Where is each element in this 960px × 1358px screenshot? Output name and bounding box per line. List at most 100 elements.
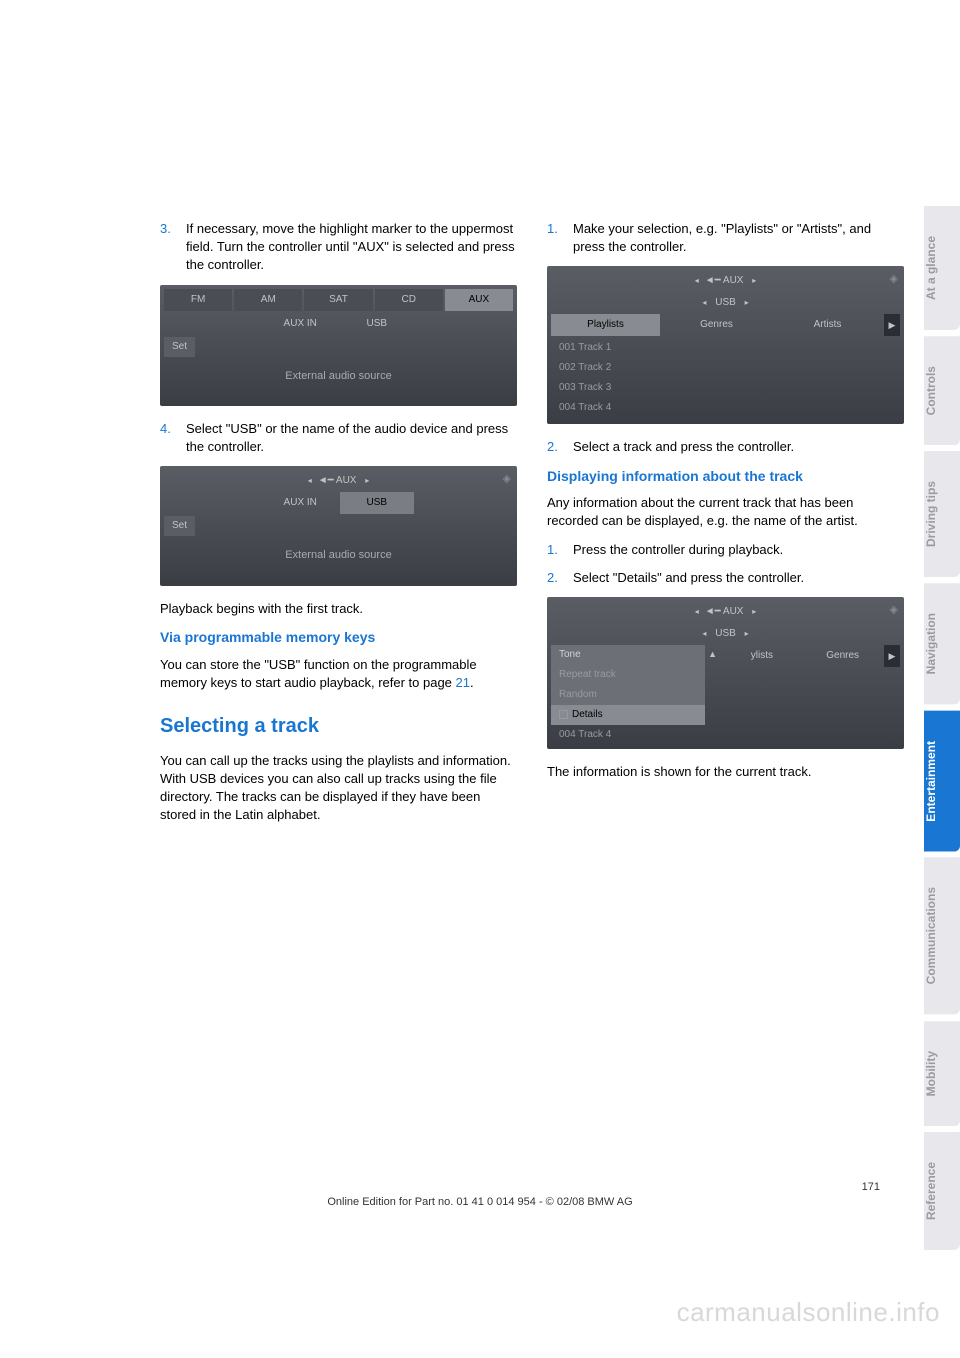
memkeys-text-a: You can store the "USB" function on the … — [160, 657, 477, 690]
tab-entertainment[interactable]: Entertainment — [924, 705, 960, 852]
nav-label: AUX — [723, 275, 744, 286]
info-text: Any information about the current track … — [547, 494, 904, 530]
cat-artists: Artists — [773, 314, 882, 336]
menu-details: Details — [551, 705, 705, 725]
subtab-row: AUX IN USB — [164, 313, 513, 335]
scroll-ylists: ylists — [723, 645, 802, 667]
nav-label: AUX — [723, 606, 744, 617]
heading-selecting: Selecting a track — [160, 712, 517, 740]
arrow-right-icon: ▶ — [884, 645, 900, 667]
details-body: Tone Repeat track Random Details ▲ ylist… — [551, 645, 900, 725]
subtab-row: AUX IN USB — [164, 492, 513, 514]
step-number: 2. — [547, 569, 561, 587]
tab-mobility[interactable]: Mobility — [924, 1015, 960, 1126]
step-text: Select "USB" or the name of the audio de… — [186, 420, 517, 456]
info-step-1: 1. Press the controller during playback. — [547, 541, 904, 559]
step-text: If necessary, move the highlight marker … — [186, 220, 517, 275]
right-panel: ▲ ylists Genres ▶ — [705, 645, 900, 725]
tab-navigation[interactable]: Navigation — [924, 577, 960, 704]
track-item: 001 Track 1 — [551, 338, 900, 358]
memkeys-text-b: . — [470, 675, 474, 690]
diamond-icon: ◈ — [890, 603, 898, 618]
ss-body-text: External audio source — [164, 536, 513, 581]
tab-fm: FM — [164, 289, 232, 311]
tab-sat: SAT — [304, 289, 372, 311]
content-area: 3. If necessary, move the highlight mark… — [0, 0, 924, 1358]
step-text: Make your selection, e.g. "Playlists" or… — [573, 220, 904, 256]
step-3: 3. If necessary, move the highlight mark… — [160, 220, 517, 275]
arrow-right-icon: ▶ — [884, 314, 900, 336]
set-label: Set — [164, 516, 195, 536]
spacer — [164, 313, 261, 335]
step-number: 1. — [547, 541, 561, 559]
nav-sub-label: USB — [715, 628, 736, 639]
page-number: 171 — [0, 1181, 960, 1193]
subtab-auxin: AUX IN — [263, 492, 338, 514]
track-item: 003 Track 3 — [551, 378, 900, 398]
step-1: 1. Make your selection, e.g. "Playlists"… — [547, 220, 904, 256]
cat-genres: Genres — [662, 314, 771, 336]
ss-body-text: External audio source — [164, 357, 513, 402]
step-number: 3. — [160, 220, 174, 275]
tab-communications[interactable]: Communications — [924, 851, 960, 1014]
subtab-usb: USB — [340, 492, 415, 514]
checkbox-icon — [559, 710, 568, 719]
track-item: 004 Track 4 — [551, 398, 900, 418]
page-footer: 171 Online Edition for Part no. 01 41 0 … — [0, 1181, 960, 1208]
tab-driving-tips[interactable]: Driving tips — [924, 445, 960, 577]
spacer — [416, 492, 513, 514]
left-menu: Tone Repeat track Random Details — [551, 645, 705, 725]
subtab-usb: USB — [340, 313, 415, 335]
diamond-icon: ◈ — [890, 272, 898, 287]
step-text: Press the controller during playback. — [573, 541, 904, 559]
set-label: Set — [164, 337, 195, 357]
track-list: 001 Track 1 002 Track 2 003 Track 3 004 … — [551, 336, 900, 420]
info-result: The information is shown for the current… — [547, 763, 904, 781]
playback-note: Playback begins with the first track. — [160, 600, 517, 618]
diamond-icon: ◈ — [503, 472, 511, 487]
scroll-genres: Genres — [803, 645, 882, 667]
tab-cd: CD — [375, 289, 443, 311]
nav-aux: ◂◄━ AUX ▸ — [551, 601, 900, 623]
tab-am: AM — [234, 289, 302, 311]
set-row: Set — [164, 337, 513, 357]
screenshot-playlists: ◈ ◂◄━ AUX ▸ ◂ USB ▸ Playlists Genres Art… — [547, 266, 904, 424]
spacer — [164, 492, 261, 514]
diamond-icon: ◈ — [503, 291, 511, 306]
nav-aux: ◂◄━ AUX ▸ — [164, 470, 513, 492]
heading-memkeys: Via programmable memory keys — [160, 628, 517, 648]
nav-label: AUX — [336, 475, 357, 486]
step-4: 4. Select "USB" or the name of the audio… — [160, 420, 517, 456]
track-item: 002 Track 2 — [551, 358, 900, 378]
category-row: Playlists Genres Artists ▶ — [551, 314, 900, 336]
nav-aux: ◂◄━ AUX ▸ — [551, 270, 900, 292]
screenshot-aux-tabs: ◈ FM AM SAT CD AUX AUX IN USB Set Extern… — [160, 285, 517, 406]
heading-info: Displaying information about the track — [547, 467, 904, 487]
step-text: Select "Details" and press the controlle… — [573, 569, 904, 587]
spacer — [416, 313, 513, 335]
cat-playlists: Playlists — [551, 314, 660, 336]
details-label: Details — [572, 709, 603, 720]
page: 3. If necessary, move the highlight mark… — [0, 0, 960, 1358]
step-number: 2. — [547, 438, 561, 456]
nav-usb: ◂ USB ▸ — [551, 292, 900, 314]
side-tab-strip: At a glance Controls Driving tips Naviga… — [924, 0, 960, 1358]
subtab-auxin: AUX IN — [263, 313, 338, 335]
bottom-track: 004 Track 4 — [551, 725, 900, 745]
footer-line: Online Edition for Part no. 01 41 0 014 … — [0, 1196, 960, 1208]
tab-at-a-glance[interactable]: At a glance — [924, 200, 960, 330]
menu-tone: Tone — [551, 645, 705, 665]
page-link-21[interactable]: 21 — [456, 675, 470, 690]
info-step-2: 2. Select "Details" and press the contro… — [547, 569, 904, 587]
step-number: 1. — [547, 220, 561, 256]
scroll-row: ▲ ylists Genres ▶ — [705, 645, 900, 667]
menu-repeat: Repeat track — [551, 665, 705, 685]
selecting-text: You can call up the tracks using the pla… — [160, 752, 517, 825]
screenshot-details: ◈ ◂◄━ AUX ▸ ◂ USB ▸ Tone Repeat track Ra… — [547, 597, 904, 749]
step-number: 4. — [160, 420, 174, 456]
arrow-up-icon: ▲ — [705, 645, 721, 667]
step-2: 2. Select a track and press the controll… — [547, 438, 904, 456]
nav-sub-label: USB — [715, 297, 736, 308]
tab-controls[interactable]: Controls — [924, 330, 960, 445]
screenshot-usb-select: ◈ ◂◄━ AUX ▸ AUX IN USB Set External audi… — [160, 466, 517, 585]
